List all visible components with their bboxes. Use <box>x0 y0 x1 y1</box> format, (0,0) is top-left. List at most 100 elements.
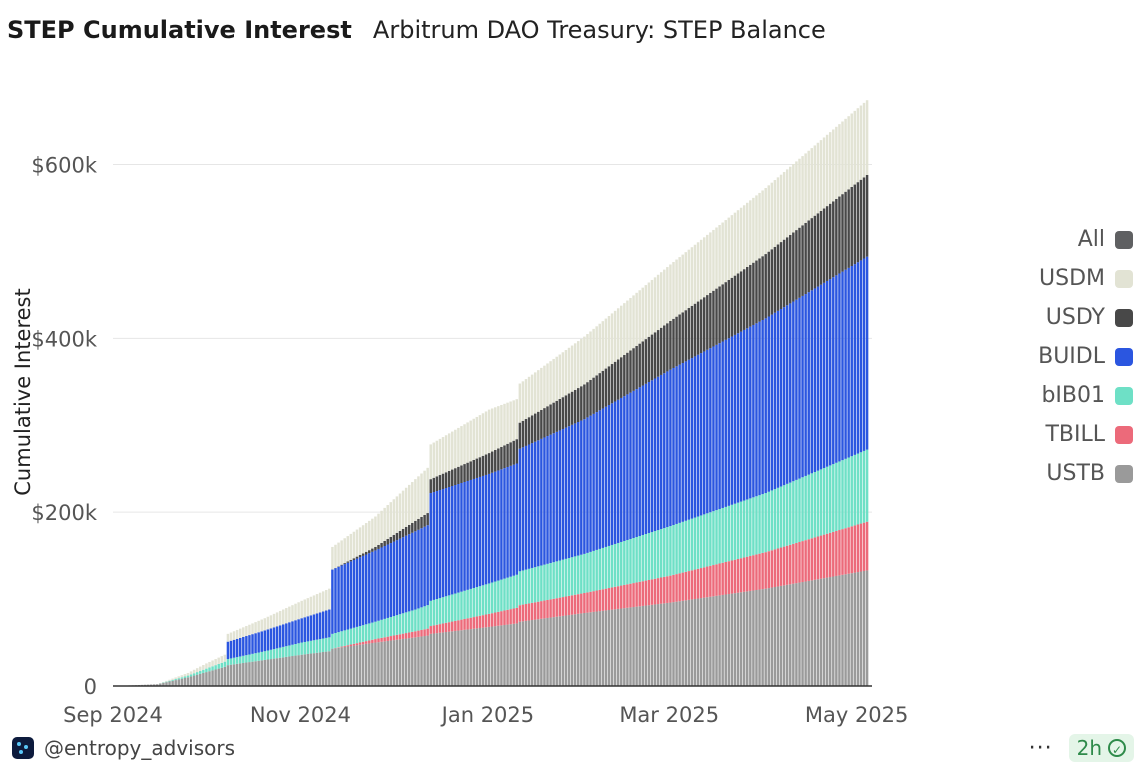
bar-segment-usdm <box>638 290 641 344</box>
bar-segment-tbill <box>828 532 832 578</box>
legend-item-ustb[interactable]: USTB <box>1038 454 1133 493</box>
bar-segment-tbill <box>361 641 365 645</box>
bar-segment-buidl <box>429 493 432 601</box>
bar-segment-buidl <box>659 374 663 530</box>
bar-segment-usdm <box>847 116 850 190</box>
bar-segment-bib01 <box>389 617 393 637</box>
bar-segment-bib01 <box>687 519 691 572</box>
bar-segment-usdy <box>389 536 393 544</box>
bar-segment-bib01 <box>844 458 847 529</box>
bar-segment-buidl <box>294 620 297 644</box>
bar-segment-usdy <box>564 395 568 428</box>
bar-segment-buidl <box>518 448 522 572</box>
bar-segment-buidl <box>257 632 260 653</box>
bar-segment-ustb <box>564 615 568 686</box>
bar-segment-ustb <box>712 596 715 686</box>
bar-segment-tbill <box>411 631 414 638</box>
bar-segment-tbill <box>656 578 660 605</box>
bar-segment-usdy <box>555 400 558 432</box>
bar-segment-bib01 <box>297 643 300 656</box>
bar-segment-usdy <box>635 345 638 390</box>
bar-segment-usdm <box>702 237 706 298</box>
bar-segment-tbill <box>444 622 448 633</box>
bar-segment-ustb <box>189 676 193 686</box>
bar-segment-usdy <box>490 451 494 473</box>
legend-item-all[interactable]: All <box>1038 220 1133 259</box>
bar-segment-buidl <box>699 353 703 516</box>
bar-segment-buidl <box>570 424 574 558</box>
y-tick-label: $600k <box>31 154 97 178</box>
bar-segment-ustb <box>706 597 709 686</box>
bar-segment-bib01 <box>383 618 386 638</box>
bar-segment-buidl <box>844 269 847 459</box>
bar-segment-usdm <box>282 609 285 625</box>
bar-segment-tbill <box>785 545 789 585</box>
bar-segment-usdm <box>337 542 340 567</box>
refresh-badge[interactable]: 2h ✓ <box>1068 734 1134 762</box>
bar-segment-bib01 <box>266 650 270 660</box>
bar-segment-bib01 <box>272 649 276 659</box>
legend-item-usdm[interactable]: USDM <box>1038 259 1133 298</box>
bar-segment-usdy <box>383 540 386 547</box>
bar-segment-usdy <box>580 386 583 421</box>
legend-item-buidl[interactable]: BUIDL <box>1038 337 1133 376</box>
bar-segment-usdm <box>755 195 758 261</box>
bar-segment-usdm <box>186 672 190 676</box>
bar-segment-bib01 <box>779 486 783 548</box>
bar-segment-buidl <box>865 256 869 450</box>
bar-segment-usdm <box>285 608 288 624</box>
bar-segment-usdm <box>432 442 436 478</box>
bar-segment-buidl <box>272 627 276 650</box>
bar-segment-tbill <box>573 594 577 615</box>
bar-segment-usdm <box>309 596 313 616</box>
bar-segment-bib01 <box>755 496 758 555</box>
bar-segment-ustb <box>469 629 472 686</box>
bar-segment-usdy <box>429 479 432 494</box>
bar-segment-bib01 <box>223 661 227 667</box>
bar-segment-buidl <box>503 468 506 579</box>
bar-segment-ustb <box>733 593 737 686</box>
bar-segment-buidl <box>451 486 454 595</box>
bar-segment-tbill <box>583 593 586 613</box>
bar-segment-buidl <box>371 551 374 623</box>
bar-segment-ustb <box>245 662 248 686</box>
bar-segment-usdy <box>478 457 482 477</box>
bar-segment-usdm <box>171 678 174 680</box>
bar-segment-ustb <box>463 629 466 686</box>
bar-segment-usdm <box>447 433 451 471</box>
bar-segment-tbill <box>807 539 810 581</box>
author-handle[interactable]: @entropy_advisors <box>44 736 236 760</box>
bar-segment-usdm <box>681 254 684 313</box>
bar-segment-ustb <box>601 610 605 686</box>
bar-segment-buidl <box>469 479 472 589</box>
bar-segment-usdm <box>318 592 322 613</box>
bar-segment-usdm <box>407 484 411 525</box>
bar-segment-usdy <box>681 312 684 364</box>
bar-segment-buidl <box>601 408 605 548</box>
bar-segment-ustb <box>616 608 620 686</box>
bar-segment-buidl <box>426 525 429 606</box>
bar-segment-ustb <box>592 611 595 686</box>
bar-segment-usdm <box>189 671 193 675</box>
bar-segment-usdy <box>414 520 417 532</box>
bar-segment-bib01 <box>515 574 519 608</box>
bar-segment-ustb <box>509 624 512 686</box>
legend-item-tbill[interactable]: TBILL <box>1038 415 1133 454</box>
bar-segment-usdm <box>549 361 552 405</box>
bar-segment-tbill <box>758 553 761 590</box>
legend-item-usdy[interactable]: USDY <box>1038 298 1133 337</box>
bar-segment-usdy <box>487 453 491 474</box>
bar-segment-bib01 <box>632 538 635 584</box>
bar-segment-usdm <box>238 628 242 638</box>
bar-segment-ustb <box>724 594 727 686</box>
more-options-button[interactable]: ··· <box>1028 735 1053 761</box>
bar-segment-ustb <box>549 617 552 686</box>
bar-segment-usdy <box>813 215 817 289</box>
bar-segment-tbill <box>580 593 583 614</box>
bar-segment-tbill <box>620 585 623 609</box>
bar-segment-bib01 <box>217 663 220 669</box>
bar-segment-buidl <box>626 394 629 540</box>
bar-segment-usdm <box>773 180 777 247</box>
bar-segment-ustb <box>798 582 801 686</box>
legend-item-bib01[interactable]: bIB01 <box>1038 376 1133 415</box>
